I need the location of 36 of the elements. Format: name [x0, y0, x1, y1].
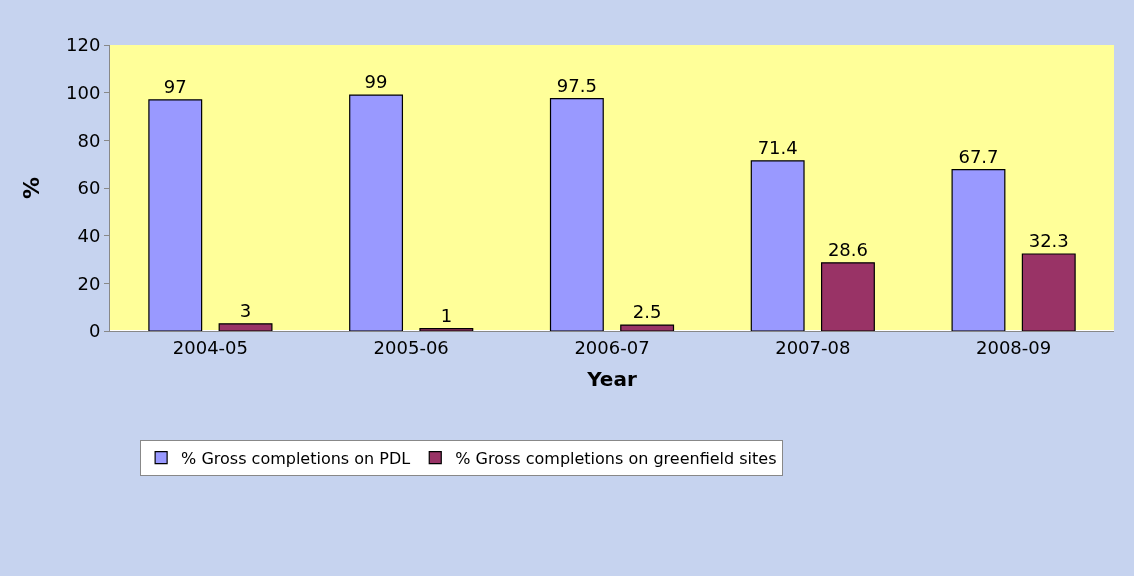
y-tick-label: 40 — [77, 224, 101, 246]
legend-label: % Gross completions on PDL — [181, 448, 411, 468]
bar — [620, 324, 675, 331]
y-tick-label: 80 — [77, 129, 101, 151]
y-tick-label: 20 — [77, 272, 101, 294]
data-label: 1 — [440, 304, 453, 326]
y-tick-label: 100 — [66, 81, 101, 103]
bar — [148, 99, 203, 331]
data-label: 71.4 — [757, 136, 798, 158]
x-axis-title: Year — [586, 367, 637, 392]
bar — [218, 323, 273, 331]
y-tick-label: 0 — [88, 320, 101, 342]
x-tick-label: 2008-09 — [975, 336, 1052, 358]
bar — [419, 328, 474, 331]
bar — [1021, 253, 1076, 331]
data-label: 97.5 — [556, 74, 597, 96]
bar — [349, 94, 404, 331]
y-tick-label: 60 — [77, 177, 101, 199]
data-label: 28.6 — [827, 238, 868, 260]
bar — [951, 169, 1006, 331]
bar — [750, 160, 805, 331]
data-label: 67.7 — [958, 145, 999, 167]
data-label: 97 — [163, 75, 187, 97]
legend-label: % Gross completions on greenfield sites — [455, 448, 777, 468]
x-tick-label: 2006-07 — [574, 336, 650, 358]
y-tick-label: 120 — [66, 34, 101, 56]
data-label: 32.3 — [1028, 230, 1069, 252]
bar — [820, 262, 875, 331]
x-tick-label: 2007-08 — [775, 336, 851, 358]
data-label: 3 — [239, 299, 252, 321]
data-label: 2.5 — [632, 301, 662, 323]
x-tick-label: 2005-06 — [373, 336, 449, 358]
data-label: 99 — [364, 71, 388, 93]
x-tick-label: 2004-05 — [172, 336, 249, 358]
bar — [549, 98, 604, 331]
y-axis-title: % — [18, 176, 44, 200]
